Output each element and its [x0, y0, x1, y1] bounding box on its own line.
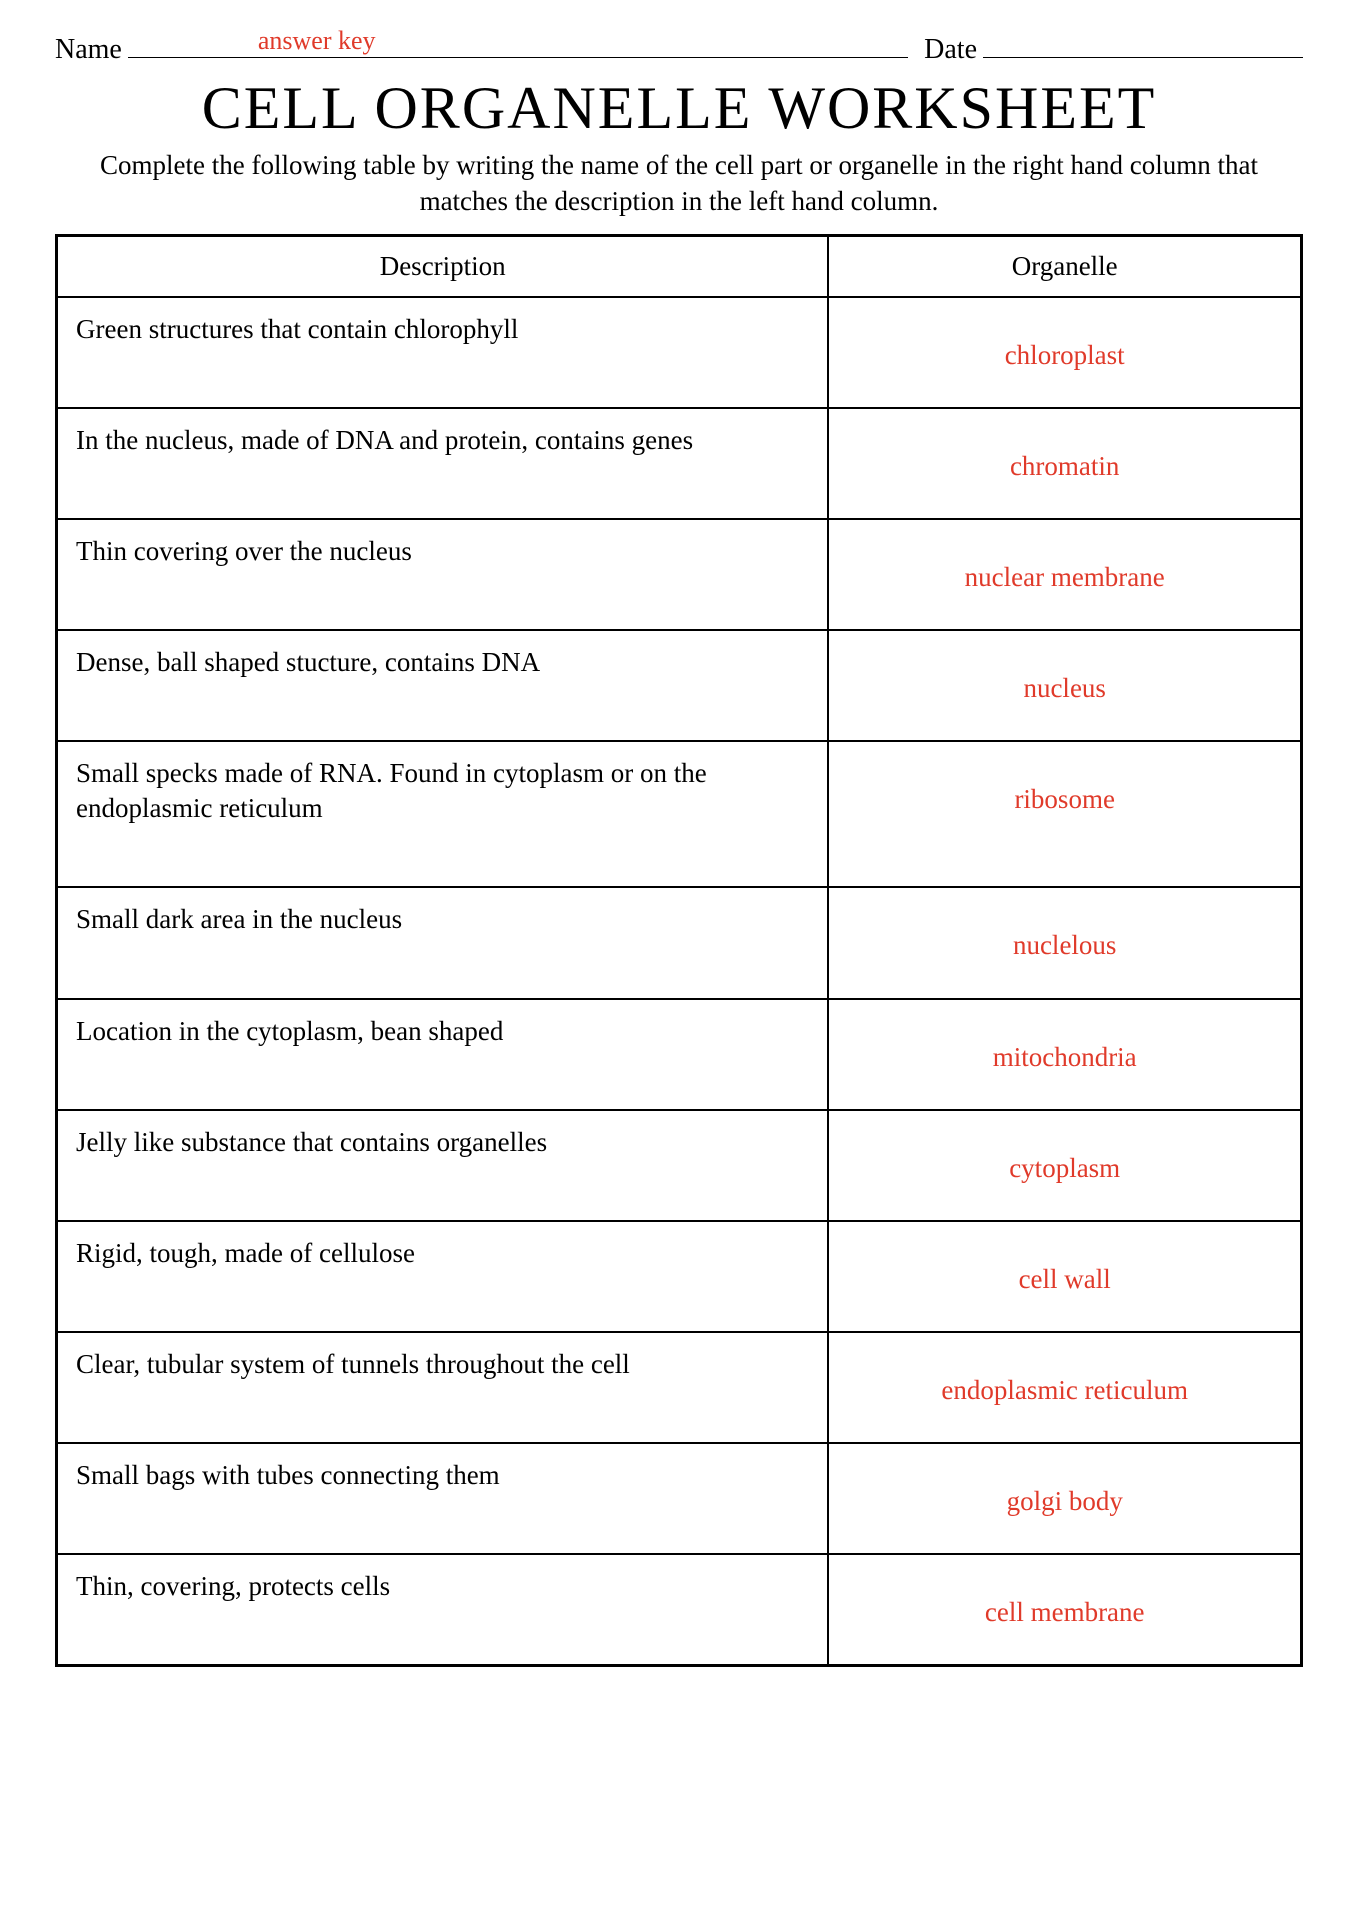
table-row: In the nucleus, made of DNA and protein,…	[57, 408, 1302, 519]
description-cell: Green structures that contain chlorophyl…	[57, 297, 829, 408]
header-line: Name answer key Date	[55, 30, 1303, 66]
col-header-description: Description	[57, 235, 829, 297]
page-title: CELL ORGANELLE WORKSHEET	[55, 74, 1303, 143]
table-row: Clear, tubular system of tunnels through…	[57, 1332, 1302, 1443]
table-row: Thin, covering, protects cellscell membr…	[57, 1554, 1302, 1666]
organelle-cell: golgi body	[828, 1443, 1301, 1554]
organelle-cell: nuclear membrane	[828, 519, 1301, 630]
organelle-cell: mitochondria	[828, 999, 1301, 1110]
description-cell: Dense, ball shaped stucture, contains DN…	[57, 630, 829, 741]
table-row: Small dark area in the nucleusnuclelous	[57, 887, 1302, 998]
organelle-cell: cytoplasm	[828, 1110, 1301, 1221]
answer-key-text: answer key	[258, 26, 376, 56]
organelle-cell: nucleus	[828, 630, 1301, 741]
table-body: Green structures that contain chlorophyl…	[57, 297, 1302, 1666]
description-cell: Location in the cytoplasm, bean shaped	[57, 999, 829, 1110]
table-header-row: Description Organelle	[57, 235, 1302, 297]
table-row: Jelly like substance that contains organ…	[57, 1110, 1302, 1221]
instructions-text: Complete the following table by writing …	[79, 147, 1279, 220]
description-cell: In the nucleus, made of DNA and protein,…	[57, 408, 829, 519]
organelle-table: Description Organelle Green structures t…	[55, 234, 1303, 1667]
table-row: Small bags with tubes connecting themgol…	[57, 1443, 1302, 1554]
description-cell: Clear, tubular system of tunnels through…	[57, 1332, 829, 1443]
organelle-cell: endoplasmic reticulum	[828, 1332, 1301, 1443]
table-row: Rigid, tough, made of cellulosecell wall	[57, 1221, 1302, 1332]
description-cell: Small dark area in the nucleus	[57, 887, 829, 998]
organelle-cell: cell membrane	[828, 1554, 1301, 1666]
table-row: Small specks made of RNA. Found in cytop…	[57, 741, 1302, 887]
organelle-cell: chloroplast	[828, 297, 1301, 408]
organelle-cell: nuclelous	[828, 887, 1301, 998]
table-row: Dense, ball shaped stucture, contains DN…	[57, 630, 1302, 741]
description-cell: Small specks made of RNA. Found in cytop…	[57, 741, 829, 887]
description-cell: Small bags with tubes connecting them	[57, 1443, 829, 1554]
name-label: Name	[55, 34, 122, 66]
organelle-cell: ribosome	[828, 741, 1301, 887]
worksheet-page: Name answer key Date CELL ORGANELLE WORK…	[0, 0, 1358, 1707]
organelle-cell: cell wall	[828, 1221, 1301, 1332]
col-header-organelle: Organelle	[828, 235, 1301, 297]
organelle-cell: chromatin	[828, 408, 1301, 519]
description-cell: Jelly like substance that contains organ…	[57, 1110, 829, 1221]
table-row: Green structures that contain chlorophyl…	[57, 297, 1302, 408]
description-cell: Thin covering over the nucleus	[57, 519, 829, 630]
description-cell: Thin, covering, protects cells	[57, 1554, 829, 1666]
date-label: Date	[924, 34, 977, 66]
table-row: Thin covering over the nucleusnuclear me…	[57, 519, 1302, 630]
table-row: Location in the cytoplasm, bean shapedmi…	[57, 999, 1302, 1110]
date-blank[interactable]	[983, 30, 1303, 58]
description-cell: Rigid, tough, made of cellulose	[57, 1221, 829, 1332]
name-blank[interactable]: answer key	[128, 30, 908, 58]
